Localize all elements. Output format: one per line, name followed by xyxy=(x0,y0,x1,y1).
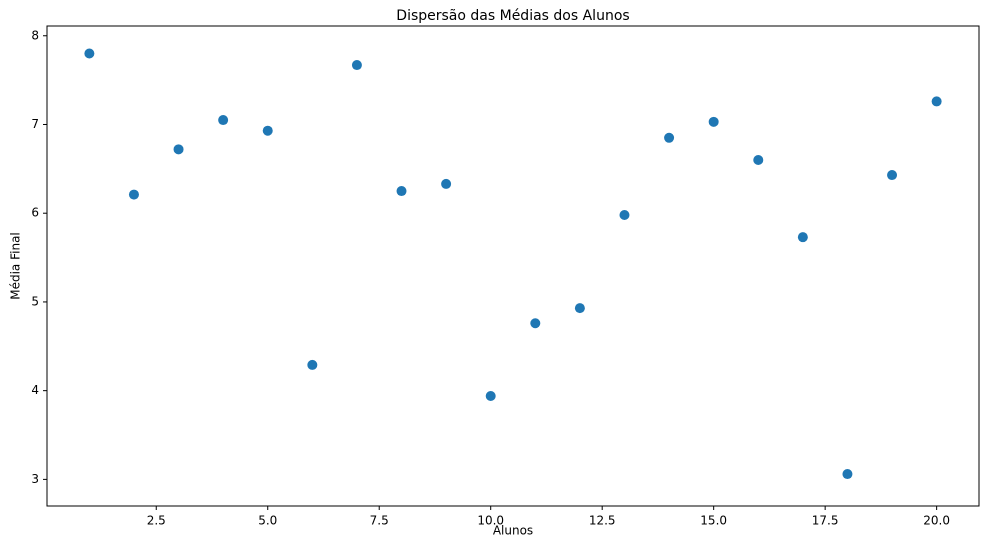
x-axis-label: Alunos xyxy=(493,524,533,538)
scatter-point xyxy=(351,60,362,71)
y-tick-label: 5 xyxy=(31,294,39,308)
x-tick-label: 17.5 xyxy=(812,514,839,528)
y-tick-label: 8 xyxy=(31,28,39,42)
scatter-point xyxy=(619,209,630,220)
x-tick-label: 10.0 xyxy=(477,514,504,528)
scatter-point xyxy=(128,189,139,200)
scatter-point xyxy=(574,303,585,314)
scatter-point xyxy=(753,154,764,165)
x-tick-label: 15.0 xyxy=(700,514,727,528)
plot-frame xyxy=(46,25,980,507)
x-tick-label: 2.5 xyxy=(147,514,166,528)
scatter-point xyxy=(396,186,407,197)
y-tick-label: 7 xyxy=(31,117,39,131)
scatter-point xyxy=(887,170,898,181)
scatter-point xyxy=(842,469,853,480)
chart-title: Dispersão das Médias dos Alunos xyxy=(396,8,629,24)
scatter-point xyxy=(797,232,808,243)
y-axis-label: Média Final xyxy=(9,232,23,300)
x-tick-label: 12.5 xyxy=(589,514,616,528)
scatter-point xyxy=(173,144,184,155)
scatter-point xyxy=(664,132,675,143)
y-tick-label: 6 xyxy=(31,206,39,220)
y-tick-label: 3 xyxy=(31,472,39,486)
scatter-point xyxy=(307,359,318,370)
scatter-point xyxy=(485,390,496,401)
x-tick-label: 5.0 xyxy=(258,514,277,528)
scatter-point xyxy=(708,116,719,127)
scatter-point xyxy=(84,48,95,59)
y-tick-label: 4 xyxy=(31,383,39,397)
scatter-point xyxy=(441,178,452,189)
scatter-point xyxy=(530,318,541,329)
x-tick-label: 7.5 xyxy=(370,514,389,528)
scatter-point xyxy=(262,125,273,136)
x-tick-label: 20.0 xyxy=(923,514,950,528)
scatter-point xyxy=(218,115,229,126)
scatter-point xyxy=(931,96,942,107)
